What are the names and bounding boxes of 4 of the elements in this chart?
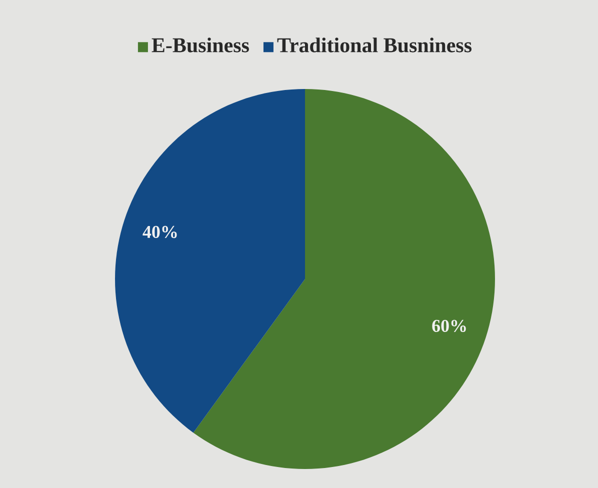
legend-label: E-Business <box>152 38 249 52</box>
data-label: 60% <box>432 320 466 332</box>
data-label: 40% <box>142 226 177 238</box>
legend-label: Traditional Busniness <box>277 38 472 52</box>
